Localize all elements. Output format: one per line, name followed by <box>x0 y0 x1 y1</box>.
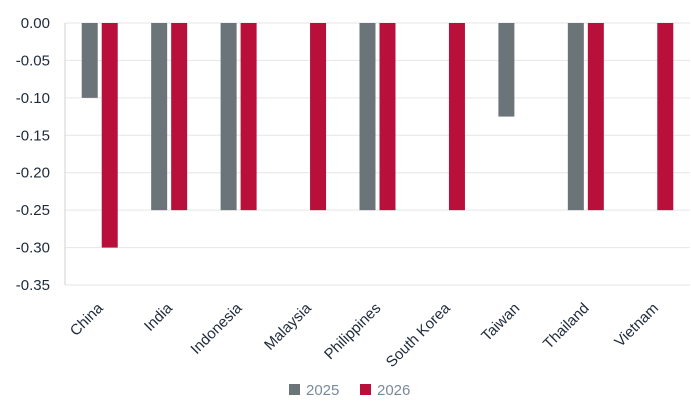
x-category-label: South Korea <box>383 299 454 370</box>
legend-swatch-2025 <box>289 384 300 395</box>
x-category-label: Philippines <box>321 300 384 363</box>
bar-2026-china <box>101 23 118 248</box>
legend-label-2025: 2025 <box>306 382 339 399</box>
x-category-label: Thailand <box>540 300 593 353</box>
x-category-label: India <box>141 299 176 334</box>
x-axis-category-labels: China India Indonesia Malaysia PhilippinesSo… <box>67 299 662 370</box>
y-tick-label: -0.20 <box>16 165 50 182</box>
x-category-label: Indonesia <box>187 299 245 357</box>
bar-2026-vietnam <box>657 23 674 211</box>
y-tick-label: -0.10 <box>16 90 50 107</box>
legend: 2025 2026 <box>289 382 410 399</box>
x-category-label: Vietnam <box>611 300 662 351</box>
bar-2025-philippines <box>359 23 376 211</box>
bar-2026-indonesia <box>240 23 257 211</box>
bar-2025-india <box>151 23 168 211</box>
y-tick-label: -0.30 <box>16 240 50 257</box>
bar-2025-china <box>81 23 98 98</box>
legend-swatch-2026 <box>360 384 371 395</box>
bar-2026-india <box>171 23 188 211</box>
x-category-label: China <box>67 299 107 339</box>
gridlines <box>65 22 690 286</box>
x-category-label: Malaysia <box>261 299 315 353</box>
y-tick-label: -0.15 <box>16 127 50 144</box>
y-tick-label: 0.00 <box>21 15 50 32</box>
y-tick-label: -0.35 <box>16 277 50 294</box>
bar-2025-indonesia <box>220 23 237 211</box>
x-category-label: Taiwan <box>478 300 523 345</box>
bar-2026-malaysia <box>310 23 327 211</box>
bar-2026-south-korea <box>448 23 465 211</box>
bar-2025-thailand <box>567 23 584 211</box>
bar-2026-thailand <box>587 23 604 211</box>
bar-2026-philippines <box>379 23 396 211</box>
bar-2025-taiwan <box>498 23 515 117</box>
bars <box>81 23 674 248</box>
y-tick-label: -0.05 <box>16 52 50 69</box>
y-tick-label: -0.25 <box>16 202 50 219</box>
y-axis-tick-labels: 0.00 -0.05 -0.10 -0.15 -0.20 -0.25 -0.30 -0.35 <box>16 15 50 294</box>
legend-label-2026: 2026 <box>377 382 410 399</box>
